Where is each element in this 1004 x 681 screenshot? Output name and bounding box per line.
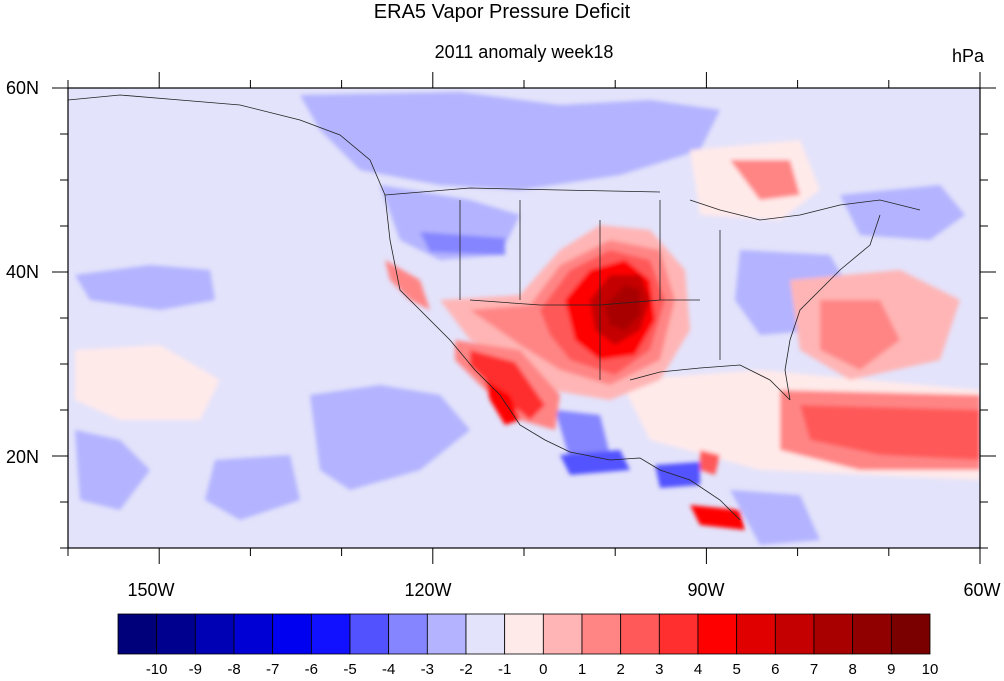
colorbar-label: -9 <box>189 661 202 678</box>
colorbar-swatch <box>117 613 158 655</box>
colorbar-label: 5 <box>732 661 740 678</box>
colorbar-label: 6 <box>771 661 779 678</box>
colorbar-label: -1 <box>498 661 511 678</box>
colorbar-swatch <box>349 613 390 655</box>
colorbar-swatch <box>233 613 274 655</box>
lon-label-150w: 150W <box>127 580 174 600</box>
colorbar-label: 4 <box>694 661 702 678</box>
colorbar-label: 3 <box>655 661 663 678</box>
colorbar-swatch <box>890 613 931 655</box>
colorbar-label: 10 <box>922 661 939 678</box>
units-label: hPa <box>952 46 985 66</box>
colorbar-swatch <box>542 613 583 655</box>
colorbar-swatch <box>813 613 854 655</box>
colorbar-label: -4 <box>382 661 395 678</box>
colorbar-swatch <box>852 613 892 655</box>
colorbar <box>117 613 931 655</box>
colorbar-label: -10 <box>146 661 168 678</box>
colorbar-swatch <box>774 613 815 655</box>
colorbar-label: 8 <box>848 661 856 678</box>
colorbar-swatch <box>156 613 196 655</box>
colorbar-swatch <box>581 613 622 655</box>
colorbar-label: -6 <box>305 661 318 678</box>
colorbar-label: -3 <box>421 661 434 678</box>
colorbar-label: 0 <box>539 661 547 678</box>
colorbar-swatch <box>388 613 428 655</box>
colorbar-swatch <box>736 613 776 655</box>
colorbar-label: -8 <box>227 661 240 678</box>
lat-label-60n: 60N <box>6 78 39 98</box>
anomaly-field <box>68 88 980 548</box>
lat-label-40n: 40N <box>6 262 39 282</box>
lat-label-20n: 20N <box>6 447 39 467</box>
colorbar-swatch <box>310 613 351 655</box>
colorbar-label: -7 <box>266 661 279 678</box>
colorbar-label: 1 <box>578 661 586 678</box>
colorbar-swatch <box>272 613 312 655</box>
map-title: ERA5 Vapor Pressure Deficit <box>374 1 631 23</box>
colorbar-swatch <box>620 613 660 655</box>
colorbar-labels: -10 -9 -8 -7 -6 -5 -4 -3 -2 -1 0 1 2 3 4 5 6 7 8 9 10 <box>146 661 939 678</box>
lon-label-120w: 120W <box>404 580 451 600</box>
colorbar-label: 7 <box>810 661 818 678</box>
coastlines <box>68 94 921 521</box>
colorbar-label: -2 <box>459 661 472 678</box>
colorbar-label: -5 <box>343 661 356 678</box>
colorbar-swatch <box>658 613 699 655</box>
colorbar-swatch <box>426 613 467 655</box>
colorbar-swatch <box>504 613 544 655</box>
colorbar-swatch <box>465 613 506 655</box>
colorbar-label: 9 <box>887 661 895 678</box>
axis-ticks <box>52 72 996 564</box>
lon-label-90w: 90W <box>687 580 724 600</box>
colorbar-swatch <box>194 613 235 655</box>
colorbar-label: 2 <box>616 661 624 678</box>
colorbar-swatch <box>697 613 738 655</box>
lon-label-60w: 60W <box>963 580 1000 600</box>
map-subtitle: 2011 anomaly week18 <box>435 42 614 62</box>
